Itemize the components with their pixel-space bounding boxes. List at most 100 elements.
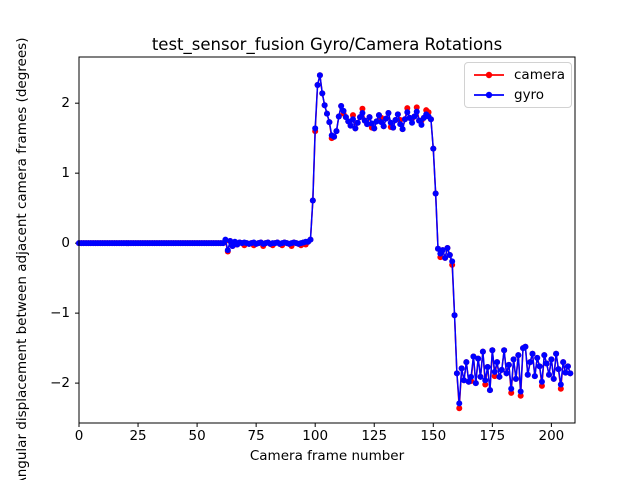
- gyro-marker: [470, 353, 477, 360]
- gyro-marker: [442, 254, 449, 261]
- camera-marker: [413, 104, 420, 111]
- gyro-marker: [413, 108, 420, 115]
- axes-frame: [78, 56, 576, 424]
- gyro-marker: [333, 128, 340, 135]
- x-tick-label: 25: [129, 428, 147, 444]
- gyro-marker: [468, 373, 475, 380]
- gyro-marker: [548, 356, 555, 363]
- gyro-marker: [418, 121, 425, 128]
- gyro-marker: [321, 102, 328, 109]
- x-tick-label: 175: [479, 428, 506, 444]
- gyro-marker: [371, 125, 378, 132]
- gyro-marker: [324, 110, 330, 117]
- camera-marker: [491, 373, 498, 380]
- gyro-marker: [512, 375, 519, 382]
- gyro-marker: [227, 238, 234, 245]
- legend-entry-camera: camera: [472, 65, 565, 85]
- gyro-marker: [427, 116, 434, 123]
- gyro-line-marker-icon: [474, 92, 504, 99]
- camera-line-marker-icon: [474, 71, 504, 78]
- gyro-marker: [491, 368, 498, 375]
- gyro-marker: [550, 375, 557, 382]
- gyro-line: [79, 74, 571, 405]
- gyro-marker: [366, 114, 373, 121]
- gyro-marker: [496, 373, 503, 380]
- x-tick-label: 200: [538, 428, 565, 444]
- y-tick-label: −1: [50, 305, 70, 322]
- gyro-marker: [406, 114, 413, 121]
- gyro-marker: [222, 236, 229, 243]
- x-tick-label: 125: [361, 428, 388, 444]
- gyro-marker: [390, 124, 397, 131]
- gyro-marker: [375, 112, 382, 119]
- gyro-marker: [430, 145, 437, 152]
- gyro-marker: [522, 343, 529, 350]
- gyro-marker: [316, 72, 323, 79]
- legend: camera gyro: [464, 62, 572, 108]
- gyro-marker: [319, 90, 326, 97]
- gyro-marker: [560, 359, 567, 366]
- gyro-marker: [477, 373, 484, 380]
- gyro-marker: [312, 125, 319, 132]
- gyro-marker: [489, 347, 496, 354]
- gyro-marker: [529, 350, 536, 357]
- gyro-marker: [380, 123, 387, 130]
- y-tick-label: 2: [61, 95, 70, 112]
- gyro-marker: [451, 312, 458, 319]
- y-tick-label: 1: [61, 165, 70, 182]
- x-axis-label: Camera frame number: [249, 448, 405, 464]
- legend-label-gyro: gyro: [514, 87, 545, 104]
- camera-marker: [517, 392, 524, 399]
- gyro-marker: [538, 378, 545, 385]
- gyro-marker: [567, 370, 574, 377]
- camera-marker: [508, 389, 515, 396]
- gyro-marker: [368, 120, 375, 127]
- gyro-marker: [354, 119, 361, 126]
- gyro-marker: [373, 118, 380, 125]
- gyro-marker: [475, 355, 482, 362]
- gyro-marker: [432, 190, 439, 197]
- gyro-marker: [349, 116, 356, 123]
- y-tick-label: 0: [61, 235, 70, 252]
- legend-entry-gyro: gyro: [472, 85, 564, 105]
- gyro-marker: [364, 121, 371, 128]
- gyro-marker: [546, 371, 553, 378]
- gyro-marker: [524, 371, 531, 378]
- gyro-marker: [472, 380, 479, 387]
- gyro-marker: [394, 111, 401, 118]
- camera-marker: [482, 381, 489, 388]
- gyro-marker: [307, 236, 314, 243]
- gyro-marker: [314, 81, 321, 88]
- gyro-marker: [411, 113, 418, 120]
- gyro-marker: [404, 109, 411, 116]
- gyro-marker: [359, 109, 366, 116]
- gyro-marker: [340, 107, 347, 114]
- gyro-marker: [482, 377, 489, 384]
- gyro-marker: [498, 366, 505, 373]
- gyro-marker: [517, 388, 524, 395]
- gyro-marker: [224, 247, 231, 254]
- gyro-marker: [479, 348, 486, 355]
- gyro-marker: [439, 247, 446, 254]
- gyro-marker: [564, 363, 571, 370]
- gyro-marker: [456, 400, 463, 407]
- y-axis-label: Angular displacement between adjacent ca…: [14, 37, 30, 480]
- gyro-marker: [562, 369, 569, 376]
- gyro-marker: [501, 347, 508, 354]
- gyro-marker: [453, 370, 460, 377]
- x-tick-label: 0: [74, 428, 84, 444]
- gyro-marker: [465, 378, 472, 385]
- gyro-marker: [331, 133, 338, 140]
- gyro-marker: [401, 116, 408, 123]
- gyro-marker: [541, 352, 548, 359]
- x-tick-label: 150: [420, 428, 447, 444]
- gyro-marker: [555, 366, 562, 373]
- gyro-marker: [338, 102, 345, 109]
- gyro-marker: [326, 119, 333, 126]
- gyro-marker: [505, 361, 512, 368]
- gyro-marker: [397, 121, 404, 128]
- gyro-marker: [449, 258, 456, 265]
- gyro-marker: [399, 126, 406, 133]
